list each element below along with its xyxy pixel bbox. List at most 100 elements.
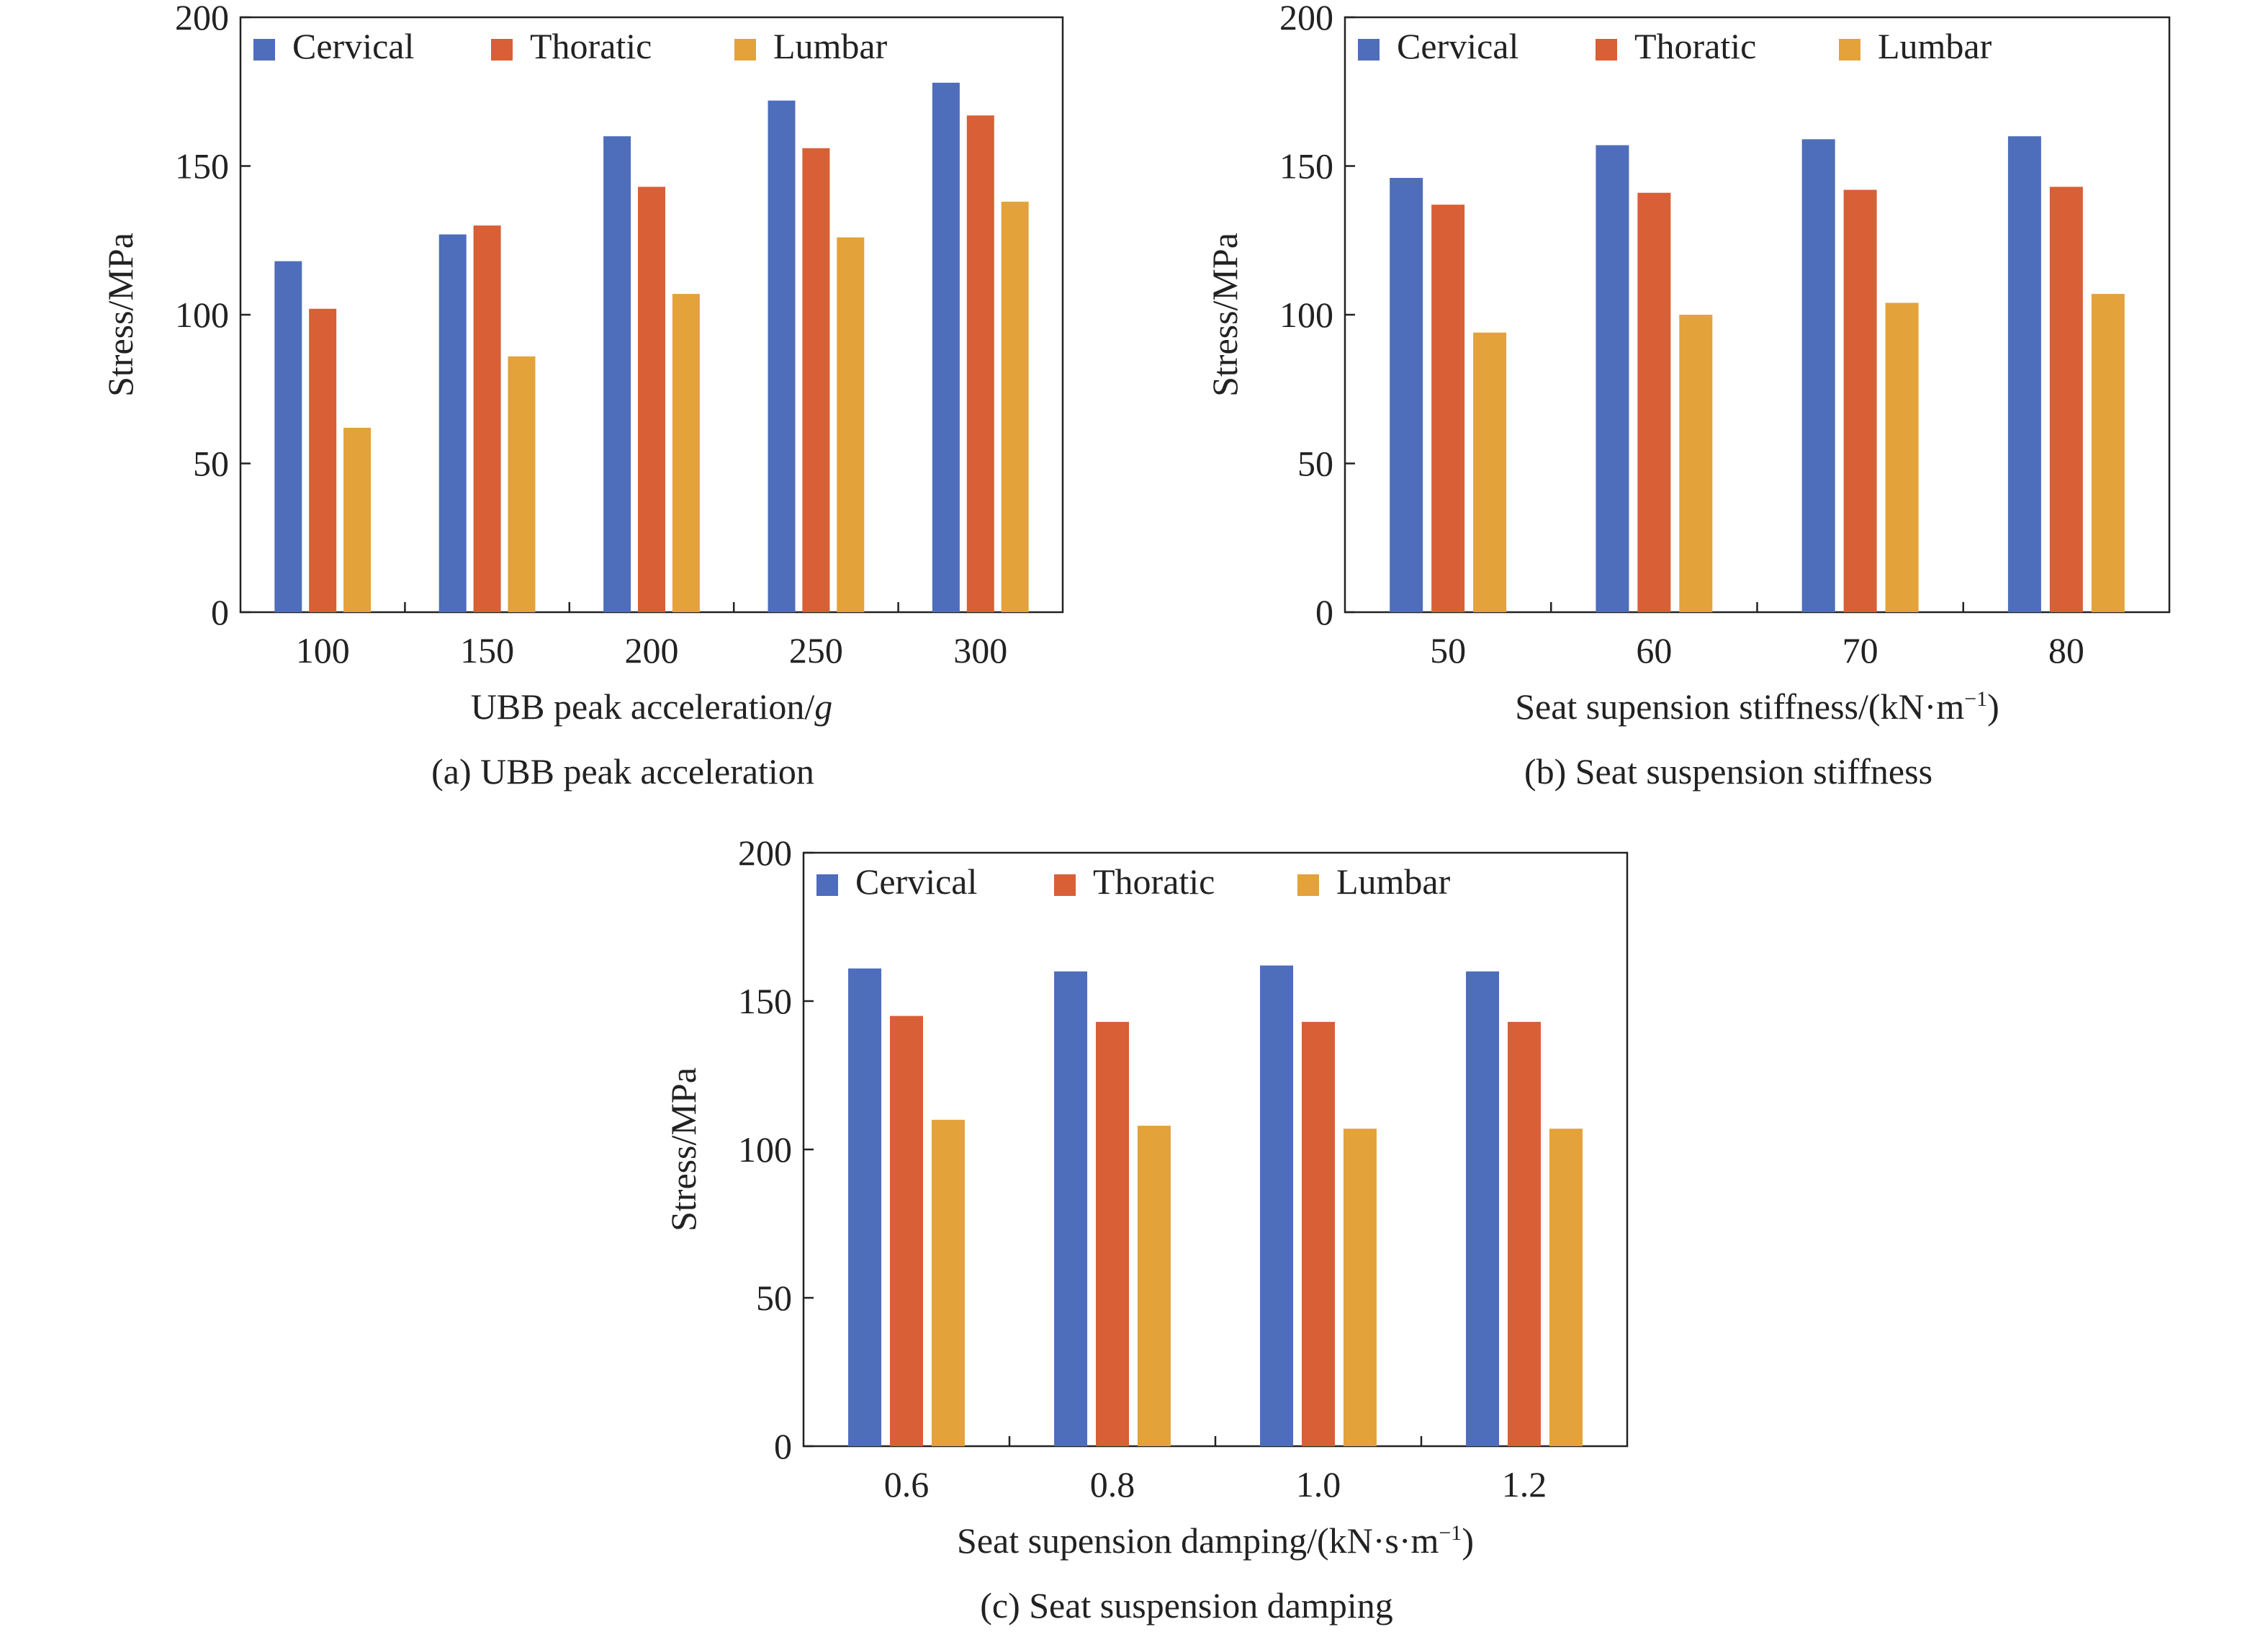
y-axis-label: Stress/MPa xyxy=(1205,233,1245,397)
bar-lumbar-60 xyxy=(1679,315,1713,612)
bar-lumbar-0-6 xyxy=(931,1119,965,1446)
bar-lumbar-300 xyxy=(1001,202,1029,612)
bar-thoratic-80 xyxy=(2049,187,2083,612)
x-axis-label: Seat supension stiffness/(kN·m−1) xyxy=(1515,686,1999,727)
x-tick-label: 0.6 xyxy=(884,1464,930,1505)
legend-swatch-cervical xyxy=(1358,39,1380,60)
panel-caption: (b) Seat suspension stiffness xyxy=(1524,751,1932,792)
legend-swatch-thoratic xyxy=(1054,874,1076,896)
bar-thoratic-0-8 xyxy=(1096,1021,1129,1446)
legend-label-thoratic: Thoratic xyxy=(1093,861,1215,902)
bar-lumbar-1-0 xyxy=(1343,1129,1377,1446)
y-tick-label: 200 xyxy=(738,833,792,873)
y-axis-label: Stress/MPa xyxy=(663,1067,703,1232)
x-tick-label: 300 xyxy=(953,630,1007,671)
y-tick-label: 100 xyxy=(1279,295,1333,335)
plot-frame xyxy=(1344,16,2171,614)
plot-frame xyxy=(802,851,1629,1448)
x-tick-label: 250 xyxy=(789,630,843,671)
y-tick-label: 100 xyxy=(175,295,229,335)
x-tick-label: 150 xyxy=(460,630,514,671)
bar-thoratic-250 xyxy=(802,148,830,613)
bar-lumbar-50 xyxy=(1473,332,1507,612)
y-tick-label: 200 xyxy=(175,0,229,37)
legend-swatch-cervical xyxy=(816,874,838,896)
bar-thoratic-200 xyxy=(638,187,665,612)
x-axis-label: Seat supension damping/(kN·s·m−1) xyxy=(957,1520,1474,1561)
bar-cervical-0-8 xyxy=(1054,971,1088,1446)
y-tick-label: 50 xyxy=(756,1278,792,1318)
legend-swatch-thoratic xyxy=(1596,39,1617,60)
y-tick-label: 150 xyxy=(1279,146,1333,187)
y-tick-label: 0 xyxy=(211,592,229,632)
x-tick-label: 50 xyxy=(1430,630,1466,671)
legend-swatch-cervical xyxy=(253,39,275,60)
bar-thoratic-60 xyxy=(1637,192,1671,612)
bar-cervical-1-2 xyxy=(1466,971,1500,1446)
x-tick-label: 200 xyxy=(625,630,679,671)
chart-panel-2: 0 50 100 150 200 50 60 70 80 Cervical Thoratic Lumb… xyxy=(1205,0,2171,792)
y-axis-label: Stress/MPa xyxy=(100,233,140,397)
bar-thoratic-100 xyxy=(309,308,337,612)
y-tick-label: 150 xyxy=(738,981,792,1021)
panel-caption: (c) Seat suspension damping xyxy=(980,1585,1393,1626)
bar-lumbar-250 xyxy=(837,237,865,612)
x-tick-label: 70 xyxy=(1842,630,1878,671)
chart-panel-3: 0 50 100 150 200 0.6 0.8 1.0 1.2 Cervical Thoratic… xyxy=(663,833,1629,1626)
x-tick-label: 1.0 xyxy=(1296,1464,1341,1505)
bar-cervical-100 xyxy=(274,261,302,612)
legend-label-thoratic: Thoratic xyxy=(530,26,652,66)
y-tick-label: 0 xyxy=(1315,592,1333,632)
legend-swatch-lumbar xyxy=(1839,39,1860,60)
bar-thoratic-1-0 xyxy=(1302,1021,1335,1446)
y-tick-label: 100 xyxy=(738,1129,792,1170)
legend-swatch-thoratic xyxy=(491,39,513,60)
y-tick-label: 150 xyxy=(175,146,229,187)
x-tick-label: 100 xyxy=(296,630,350,671)
y-tick-label: 50 xyxy=(193,444,229,484)
bar-thoratic-1-2 xyxy=(1508,1021,1541,1446)
legend-label-cervical: Cervical xyxy=(1397,26,1518,66)
bar-cervical-70 xyxy=(1801,139,1835,612)
bar-lumbar-0-8 xyxy=(1137,1126,1171,1446)
bar-thoratic-50 xyxy=(1431,205,1465,612)
bar-cervical-1-0 xyxy=(1260,965,1294,1446)
x-axis-label: UBB peak acceleration/g xyxy=(471,686,833,727)
bar-thoratic-300 xyxy=(966,115,994,613)
bar-thoratic-70 xyxy=(1843,189,1877,612)
legend-label-lumbar: Lumbar xyxy=(1336,861,1451,902)
bar-cervical-200 xyxy=(603,136,631,612)
legend-label-cervical: Cervical xyxy=(292,26,414,66)
bar-cervical-150 xyxy=(438,234,467,612)
bar-cervical-50 xyxy=(1390,178,1423,612)
legend-label-thoratic: Thoratic xyxy=(1634,26,1756,66)
y-tick-label: 200 xyxy=(1279,0,1333,37)
panel-caption: (a) UBB peak acceleration xyxy=(431,751,814,792)
x-tick-label: 80 xyxy=(2048,630,2084,671)
bar-thoratic-0-6 xyxy=(890,1015,923,1446)
x-tick-label: 1.2 xyxy=(1502,1464,1547,1505)
legend-swatch-lumbar xyxy=(734,39,756,60)
x-tick-label: 0.8 xyxy=(1090,1464,1135,1505)
bar-lumbar-100 xyxy=(343,427,372,612)
legend-label-lumbar: Lumbar xyxy=(1878,26,1992,66)
bar-cervical-250 xyxy=(768,100,796,612)
bar-lumbar-70 xyxy=(1885,302,1919,612)
y-tick-label: 0 xyxy=(774,1426,792,1466)
legend-swatch-lumbar xyxy=(1297,874,1319,896)
bar-lumbar-200 xyxy=(672,294,700,612)
bar-cervical-60 xyxy=(1596,145,1629,613)
legend-label-cervical: Cervical xyxy=(855,861,977,902)
legend-label-lumbar: Lumbar xyxy=(773,26,888,66)
x-tick-label: 60 xyxy=(1636,630,1672,671)
bar-cervical-300 xyxy=(932,82,960,613)
bar-thoratic-150 xyxy=(473,225,501,613)
bar-lumbar-1-2 xyxy=(1549,1129,1583,1446)
bar-lumbar-80 xyxy=(2091,294,2125,612)
bar-cervical-0-6 xyxy=(848,968,882,1446)
y-tick-label: 50 xyxy=(1297,444,1333,484)
chart-panel-1: 0 50 100 150 200 100 150 200 250 300 Cervical Thora… xyxy=(100,0,1064,792)
bar-lumbar-150 xyxy=(508,356,536,612)
bar-cervical-80 xyxy=(2007,136,2041,612)
